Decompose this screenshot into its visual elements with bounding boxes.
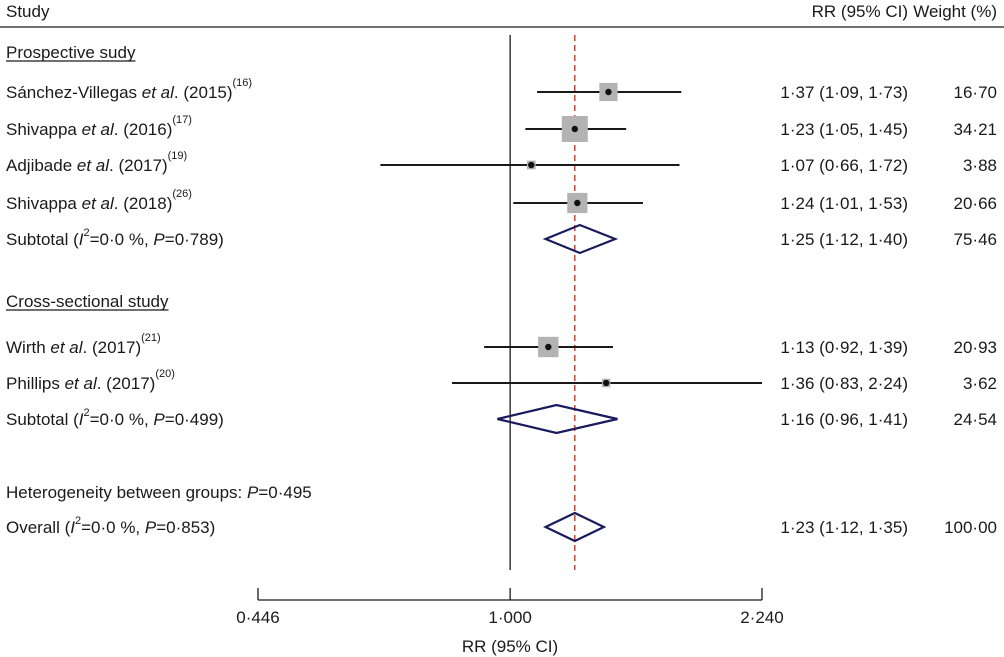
- point-estimate: [528, 161, 535, 169]
- heterogeneity-label: Heterogeneity between groups: P=0·495: [6, 483, 312, 502]
- x-tick-label: 1·000: [488, 608, 531, 627]
- weight-value: 20·93: [954, 338, 997, 357]
- pooled-diamond: [542, 511, 607, 543]
- point-estimate: [574, 199, 581, 207]
- point-estimate: [605, 88, 612, 96]
- weight-value: 16·70: [954, 83, 997, 102]
- study-label: Wirth et al. (2017)(21): [6, 332, 161, 357]
- rr-ci-value: 1·07 (0·66, 1·72): [780, 156, 908, 175]
- weight-value: 3·88: [963, 156, 997, 175]
- point-estimate: [545, 343, 552, 351]
- study-label: Shivappa et al. (2016)(17): [6, 114, 192, 139]
- subtotal-label: Subtotal (I2=0·0 %, P=0·499): [6, 407, 224, 429]
- rr-ci-value: 1·25 (1·12, 1·40): [780, 230, 908, 249]
- weight-value: 24·54: [954, 410, 997, 429]
- weight-value: 75·46: [954, 230, 997, 249]
- rr-ci-value: 1·24 (1·01, 1·53): [780, 194, 908, 213]
- study-label: Phillips et al. (2017)(20): [6, 368, 175, 393]
- study-label: Shivappa et al. (2018)(26): [6, 188, 192, 213]
- overall-label: Overall (I2=0·0 %, P=0·853): [6, 515, 215, 537]
- x-axis-label: RR (95% CI): [462, 637, 558, 656]
- subtotal-label: Subtotal (I2=0·0 %, P=0·789): [6, 227, 224, 249]
- weight-value: 100·00: [944, 518, 997, 537]
- x-tick-label: 2·240: [740, 608, 783, 627]
- rr-ci-value: 1·36 (0·83, 2·24): [780, 374, 908, 393]
- pooled-diamond: [542, 223, 619, 255]
- rr-ci-value: 1·23 (1·12, 1·35): [780, 518, 908, 537]
- group-heading: Prospective sudy: [6, 43, 136, 62]
- rr-ci-value: 1·13 (0·92, 1·39): [780, 338, 908, 357]
- study-label: Sánchez-Villegas et al. (2015)(16): [6, 77, 252, 102]
- rr-ci-value: 1·37 (1·09, 1·73): [780, 83, 908, 102]
- rr-ci-value: 1·16 (0·96, 1·41): [780, 410, 908, 429]
- weight-value: 20·66: [954, 194, 997, 213]
- weight-value: 34·21: [954, 120, 997, 139]
- header-study: Study: [6, 2, 50, 21]
- rr-ci-value: 1·23 (1·05, 1·45): [780, 120, 908, 139]
- header-weight: Weight (%): [913, 2, 997, 21]
- x-tick-label: 0·446: [236, 608, 279, 627]
- weight-value: 3·62: [963, 374, 997, 393]
- study-label: Adjibade et al. (2017)(19): [6, 150, 187, 175]
- point-estimate: [602, 379, 610, 387]
- point-estimate: [571, 125, 578, 133]
- header-rr: RR (95% CI): [812, 2, 908, 21]
- pooled-diamond: [497, 403, 618, 435]
- group-heading: Cross-sectional study: [6, 292, 169, 311]
